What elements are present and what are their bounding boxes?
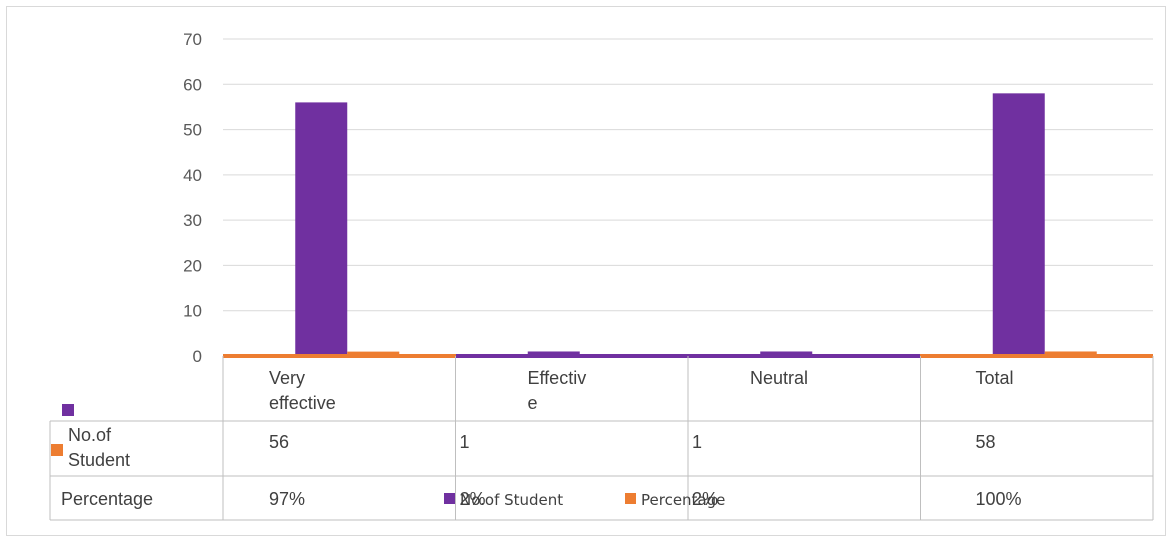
- legend-label-percentage: Percentage: [641, 491, 725, 509]
- table-cell-value: 2%: [460, 489, 486, 509]
- bar-students: [295, 102, 348, 357]
- row-label-students: No.of: [68, 425, 112, 445]
- y-tick-label: 50: [183, 121, 202, 140]
- legend-label-students: No.of Student: [460, 491, 563, 509]
- bar-students: [527, 351, 580, 356]
- category-label: Total: [976, 368, 1014, 388]
- y-tick-label: 20: [183, 256, 202, 275]
- legend-key-percentage: [51, 444, 63, 456]
- chart-frame: [6, 6, 1166, 536]
- legend-swatch-students: [444, 493, 455, 504]
- y-tick-label: 0: [193, 347, 202, 366]
- bar-percentage: [347, 351, 400, 356]
- table-cell-value: 100%: [976, 489, 1022, 509]
- y-tick-label: 70: [183, 30, 202, 49]
- table-cell-value: 97%: [269, 489, 305, 509]
- table-cell-value: 1: [692, 432, 702, 452]
- table-cell-value: 2%: [692, 489, 718, 509]
- y-tick-label: 40: [183, 166, 202, 185]
- category-label: Neutral: [750, 368, 808, 388]
- table-cell-value: 56: [269, 432, 289, 452]
- bar-students: [760, 351, 813, 356]
- category-label: e: [528, 393, 538, 413]
- table-cell-value: 58: [976, 432, 996, 452]
- category-label: Very: [269, 368, 305, 388]
- table-cell-value: 1: [460, 432, 470, 452]
- row-label-percentage: Percentage: [61, 489, 153, 509]
- legend-swatch-percentage: [625, 493, 636, 504]
- row-label-students: Student: [68, 450, 130, 470]
- y-tick-label: 60: [183, 75, 202, 94]
- category-label: effective: [269, 393, 336, 413]
- bar-percentage: [1044, 351, 1097, 356]
- y-tick-label: 10: [183, 302, 202, 321]
- legend-key-students: [62, 404, 74, 416]
- y-tick-label: 30: [183, 211, 202, 230]
- category-label: Effectiv: [528, 368, 587, 388]
- bar-students: [992, 93, 1045, 356]
